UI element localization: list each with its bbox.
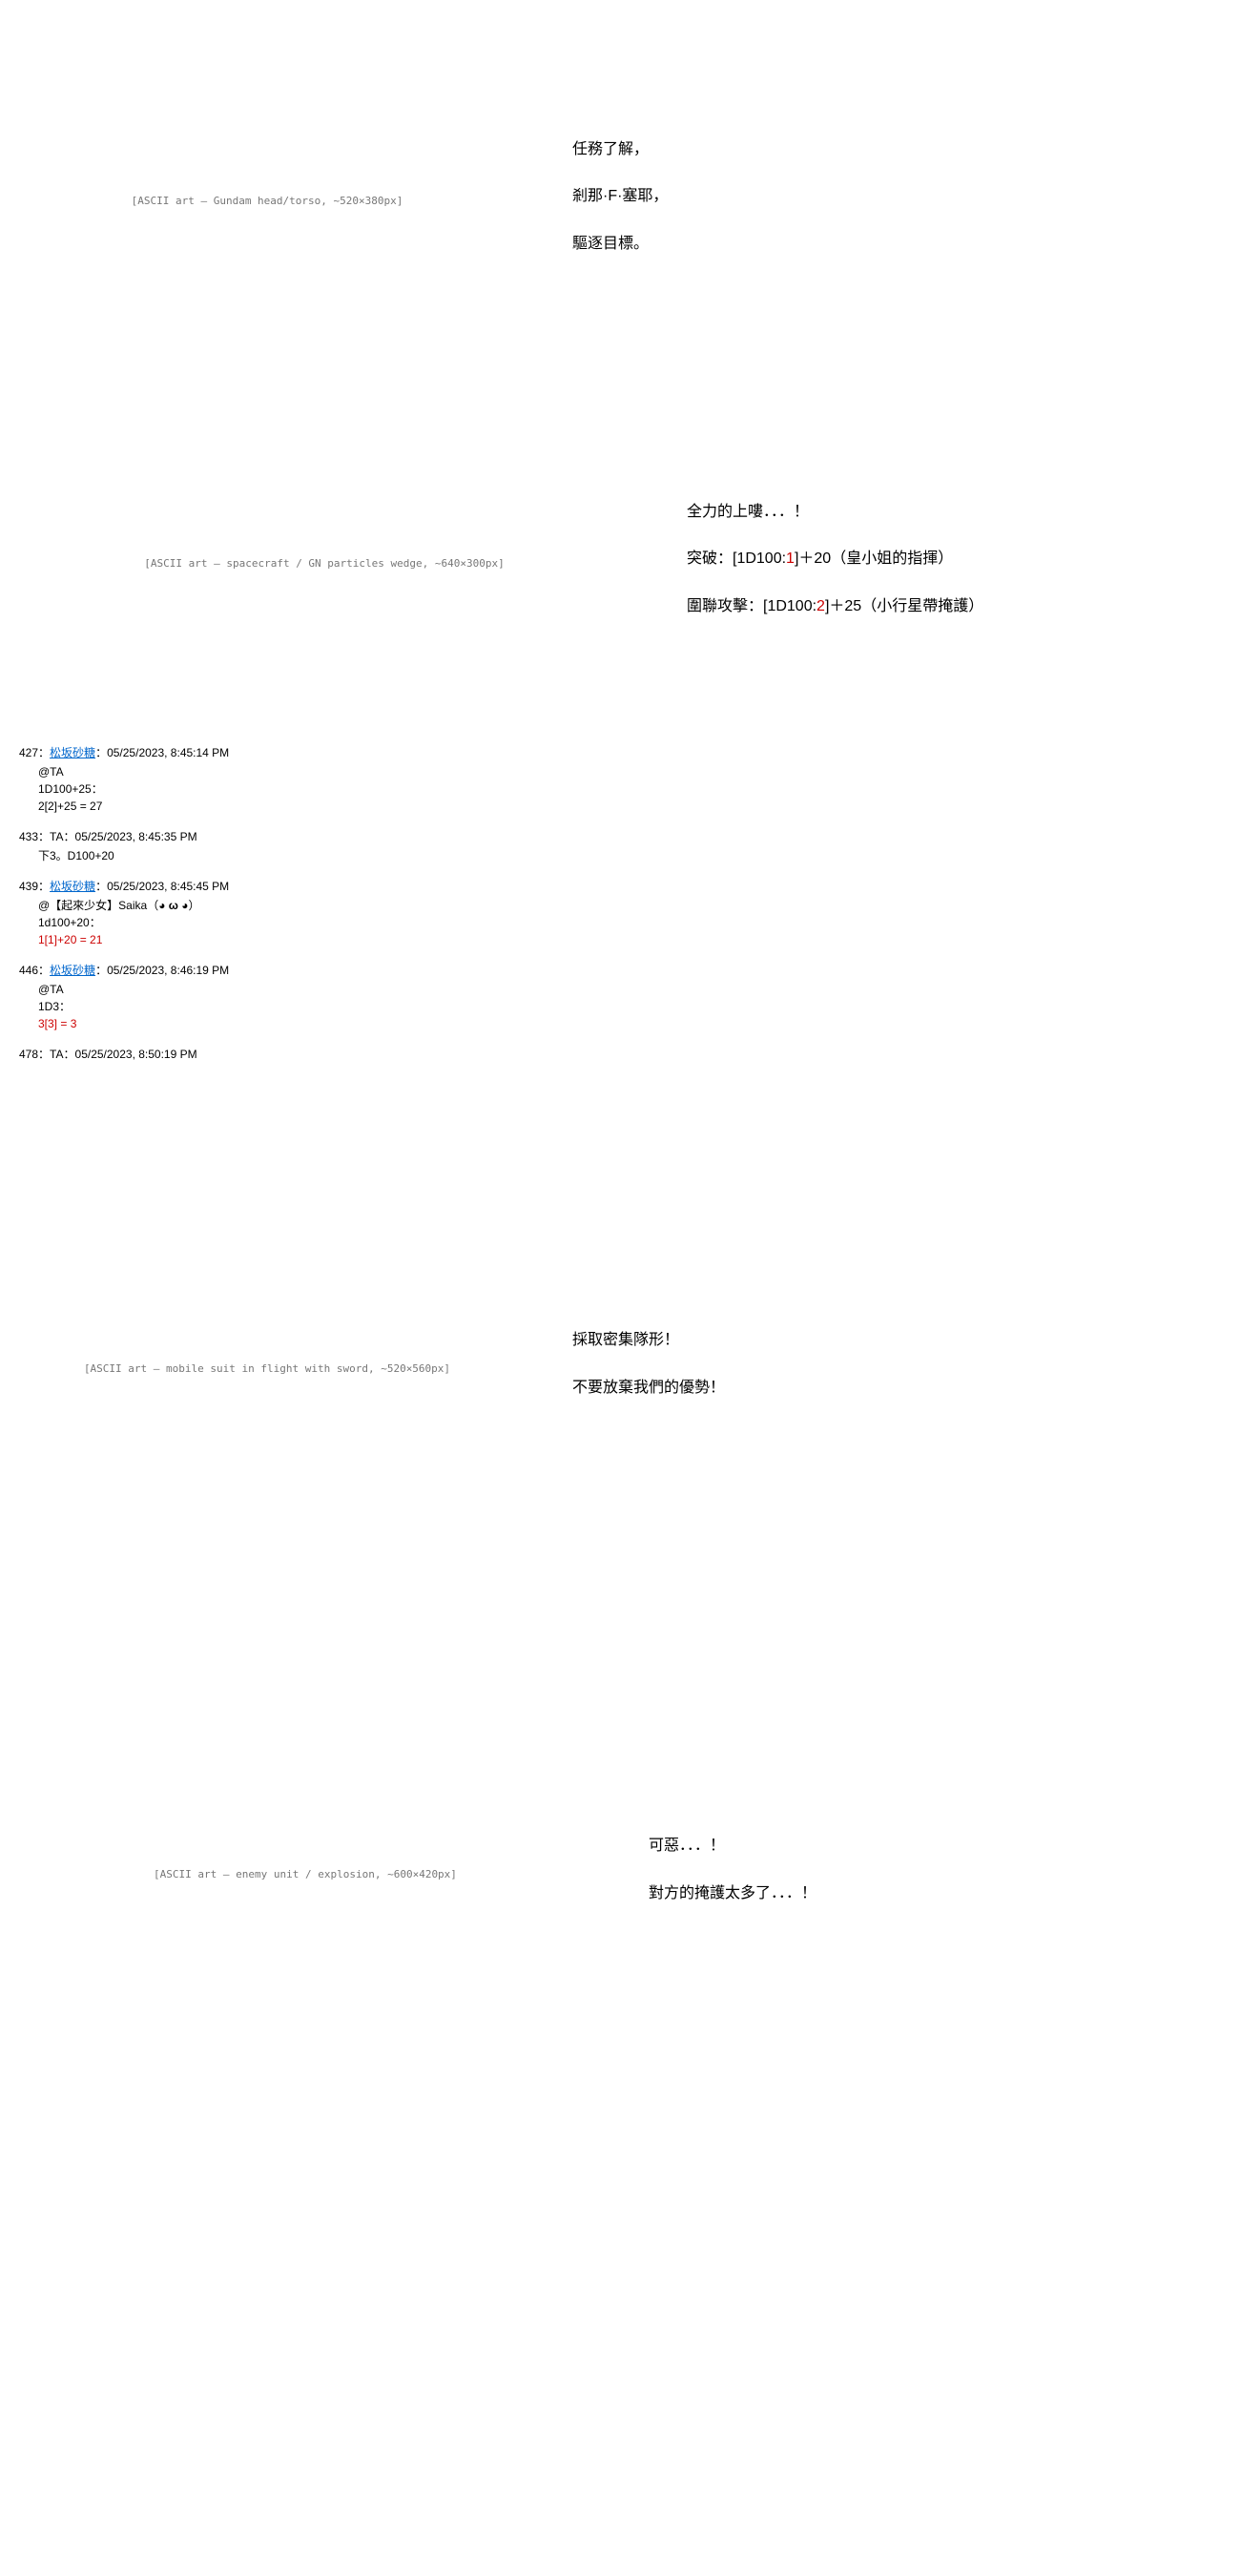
story-block-3: [ASCII art — mobile suit in flight with … [19,1101,1221,1635]
post-timestamp: 05/25/2023, 8:46:19 PM [107,964,229,977]
story-block-1: [ASCII art — Gundam head/torso, ~520×380… [19,19,1221,382]
post-line: @TA [38,763,1221,780]
dialogue-line: 任務了解， [572,130,668,170]
post-body: @TA 1D3： 3[3] = 3 [38,981,1221,1032]
post-body: 下3。D100+20 [38,847,1221,864]
dialogue-line: 不要放棄我們的優勢！ [572,1368,725,1408]
post-number: 439 [19,880,38,893]
dialogue-line: 採取密集隊形！ [572,1320,725,1361]
forum-post: 446：松坂砂糖：05/25/2023, 8:46:19 PM @TA 1D3：… [19,962,1221,1032]
dialogue-1: 任務了解， 剎那·F·塞耶， 驅逐目標。 [572,130,668,272]
post-number: 427 [19,746,38,759]
post-number: 433 [19,830,38,843]
post-timestamp: 05/25/2023, 8:45:45 PM [107,880,229,893]
story-block-4: [ASCII art — enemy unit / explosion, ~60… [19,1673,1221,2074]
dialogue-line: 全力的上嘍．．．！ [687,492,983,532]
post-timestamp: 05/25/2023, 8:50:19 PM [75,1048,197,1061]
post-line: 1[1]+20 = 21 [38,931,1221,948]
post-author-link[interactable]: 松坂砂糖 [50,880,95,893]
forum-post: 478：TA：05/25/2023, 8:50:19 PM [19,1046,1221,1063]
post-author-link[interactable]: 松坂砂糖 [50,964,95,977]
post-line: 下3。D100+20 [38,847,1221,864]
forum-posts: 427：松坂砂糖：05/25/2023, 8:45:14 PM @TA 1D10… [19,744,1221,1063]
dialogue-line: 突破：[1D100:1]＋20（皇小姐的指揮） [687,539,983,579]
forum-post: 433：TA：05/25/2023, 8:45:35 PM 下3。D100+20 [19,828,1221,864]
post-line: 1d100+20： [38,914,1221,931]
post-body: @TA 1D100+25： 2[2]+25 = 27 [38,763,1221,815]
post-header: 427：松坂砂糖：05/25/2023, 8:45:14 PM [19,746,229,759]
ascii-art-1: [ASCII art — Gundam head/torso, ~520×380… [19,19,515,382]
post-line: @TA [38,981,1221,998]
dialogue-line: 圍聯攻擊：[1D100:2]＋25（小行星帶掩護） [687,587,983,627]
dialogue-4: 可惡．．．！ 對方的掩護太多了．．．！ [649,1826,816,1921]
ascii-art-2: [ASCII art — spacecraft / GN particles w… [19,420,630,706]
post-line: 3[3] = 3 [38,1015,1221,1032]
post-line: 1D100+25： [38,780,1221,798]
post-header: 446：松坂砂糖：05/25/2023, 8:46:19 PM [19,964,229,977]
post-line: 2[2]+25 = 27 [38,798,1221,815]
story-block-2: [ASCII art — spacecraft / GN particles w… [19,420,1221,706]
ascii-art-3: [ASCII art — mobile suit in flight with … [19,1101,515,1635]
post-timestamp: 05/25/2023, 8:45:35 PM [75,830,197,843]
dialogue-line: 驅逐目標。 [572,224,668,264]
dialogue-3: 採取密集隊形！ 不要放棄我們的優勢！ [572,1320,725,1415]
dialogue-line: 可惡．．．！ [649,1826,816,1866]
post-number: 446 [19,964,38,977]
post-header: 433：TA：05/25/2023, 8:45:35 PM [19,830,197,843]
post-body: @【起來少女】Saika（◕ ω ◕） 1d100+20： 1[1]+20 = … [38,897,1221,948]
post-author-link[interactable]: 松坂砂糖 [50,746,95,759]
post-number: 478 [19,1048,38,1061]
post-author: TA [50,830,63,843]
post-line: @【起來少女】Saika（◕ ω ◕） [38,897,1221,914]
forum-post: 439：松坂砂糖：05/25/2023, 8:45:45 PM @【起來少女】S… [19,878,1221,948]
ascii-art-4: [ASCII art — enemy unit / explosion, ~60… [19,1673,591,2074]
dialogue-2: 全力的上嘍．．．！ 突破：[1D100:1]＋20（皇小姐的指揮） 圍聯攻擊：[… [687,492,983,634]
post-header: 478：TA：05/25/2023, 8:50:19 PM [19,1048,197,1061]
post-author: TA [50,1048,63,1061]
post-timestamp: 05/25/2023, 8:45:14 PM [107,746,229,759]
dialogue-line: 剎那·F·塞耶， [572,177,668,217]
forum-post: 427：松坂砂糖：05/25/2023, 8:45:14 PM @TA 1D10… [19,744,1221,815]
dialogue-line: 對方的掩護太多了．．．！ [649,1874,816,1914]
post-line: 1D3： [38,998,1221,1015]
post-header: 439：松坂砂糖：05/25/2023, 8:45:45 PM [19,880,229,893]
